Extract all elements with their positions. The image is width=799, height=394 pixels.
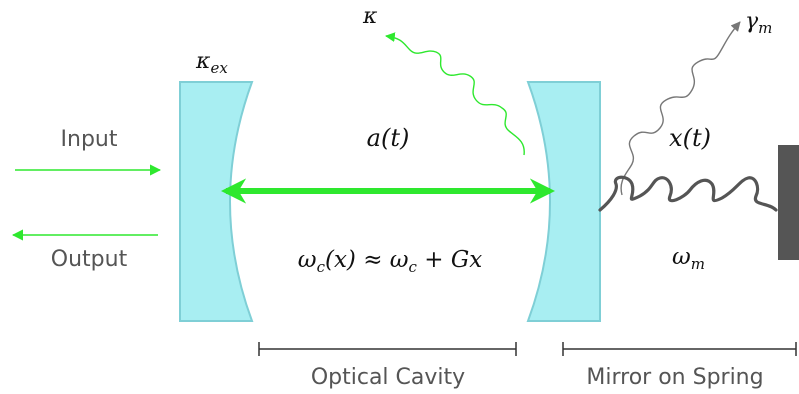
wall xyxy=(778,145,799,260)
omega-c-relation-label: ωc(x) ≈ ωc + Gx xyxy=(298,247,482,276)
mirror-on-spring-bracket xyxy=(562,342,797,356)
gamma-m-label: γm xyxy=(745,9,772,37)
spring xyxy=(598,175,778,212)
optical-cavity-bracket xyxy=(258,342,517,356)
kappa-label: κ xyxy=(362,4,378,29)
x-t-label: x(t) xyxy=(669,124,711,152)
mirror-on-spring-label: Mirror on Spring xyxy=(586,365,763,390)
kappa-ex-label: κex xyxy=(195,49,228,77)
omega-m-label: ωm xyxy=(672,244,705,273)
right-mirror xyxy=(526,81,601,322)
output-label: Output xyxy=(51,247,128,272)
mechanical-damping-wave xyxy=(620,21,741,196)
a-t-label: a(t) xyxy=(367,124,410,152)
optical-cavity-label: Optical Cavity xyxy=(311,365,465,390)
left-mirror xyxy=(179,81,254,322)
cavity-decay-wave xyxy=(385,32,525,156)
input-label: Input xyxy=(61,127,118,152)
